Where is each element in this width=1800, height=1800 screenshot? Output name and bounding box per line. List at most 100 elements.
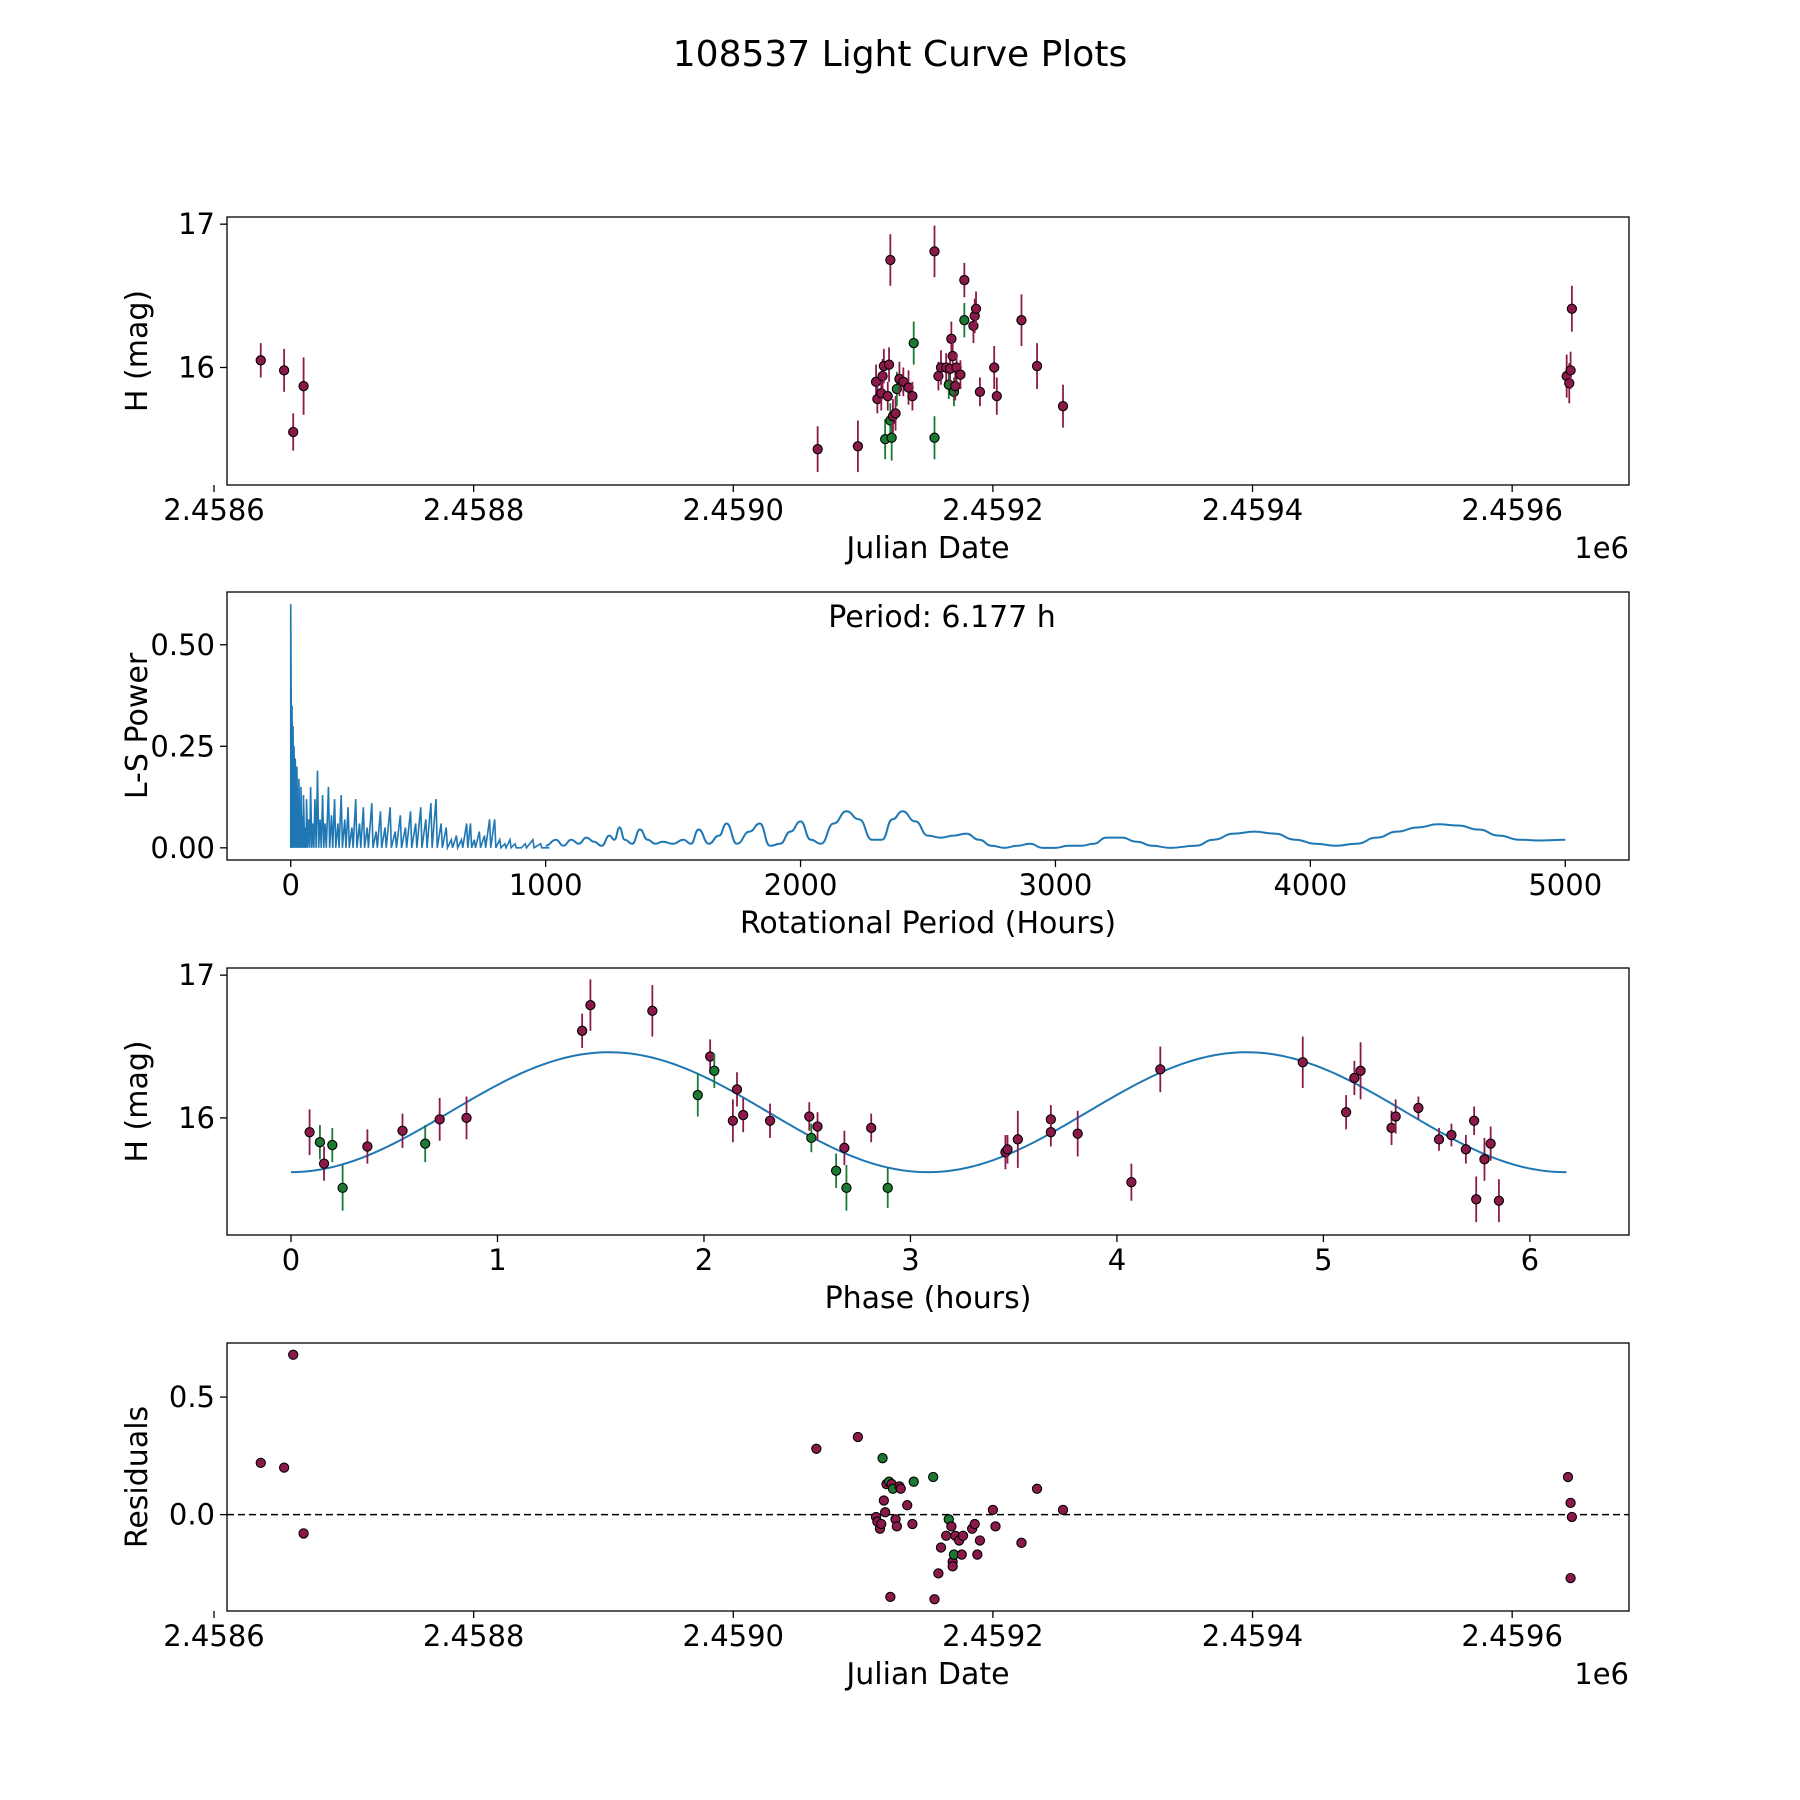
data-point xyxy=(890,408,901,419)
data-point xyxy=(1433,1134,1445,1145)
data-point xyxy=(298,1528,309,1539)
data-point xyxy=(929,1594,940,1605)
figure-title: 108537 Light Curve Plots xyxy=(673,34,1127,75)
x-tick-label: 1000 xyxy=(509,868,583,902)
data-point xyxy=(885,254,896,266)
data-point xyxy=(327,1139,338,1151)
data-point xyxy=(941,1530,952,1541)
data-point xyxy=(990,1521,1001,1532)
data-point xyxy=(907,390,918,402)
data-point xyxy=(1031,360,1043,372)
data-point xyxy=(974,386,986,397)
data-point xyxy=(877,1453,888,1464)
y-tick-label: 0.0 xyxy=(169,1498,215,1532)
data-point xyxy=(1297,1057,1308,1068)
y-axis-label: H (mag) xyxy=(120,1040,155,1162)
y-tick-label: 0.00 xyxy=(150,831,215,865)
data-point xyxy=(946,333,957,344)
x-tick-label: 6 xyxy=(1521,1243,1539,1277)
phase-panel: 0 1 2 3 4 5 6 16 17 Phase (hours) H (mag) xyxy=(120,958,1630,1316)
data-point xyxy=(1565,1497,1576,1509)
periodogram-panel: 0 1000 2000 3000 4000 5000 0.00 0.25 0.50 Rotatio… xyxy=(120,591,1630,941)
data-point xyxy=(1016,1537,1027,1548)
data-point xyxy=(1471,1194,1482,1205)
data-point xyxy=(731,1084,743,1095)
data-point xyxy=(1355,1065,1366,1076)
data-point xyxy=(1468,1115,1480,1126)
x-tick-label: 2.4586 xyxy=(163,493,264,527)
y-axis-label: Residuals xyxy=(120,1406,155,1548)
data-point xyxy=(811,1443,822,1454)
x-tick-label: 2.4590 xyxy=(683,493,784,527)
x-tick-label: 2.4588 xyxy=(423,493,524,527)
data-point xyxy=(1386,1122,1397,1134)
data-point xyxy=(255,1457,266,1469)
data-point xyxy=(830,1165,842,1176)
x-tick-label: 2.4592 xyxy=(942,1619,1043,1653)
data-point xyxy=(314,1137,326,1148)
data-point xyxy=(880,1507,891,1518)
axes-frame xyxy=(226,967,1630,1236)
data-point xyxy=(1479,1154,1490,1165)
data-point xyxy=(866,1122,877,1134)
data-point xyxy=(1031,1483,1043,1494)
data-point xyxy=(950,380,961,392)
data-point xyxy=(1566,1511,1578,1523)
x-tick-label: 2 xyxy=(695,1243,713,1277)
data-point xyxy=(886,432,897,443)
data-point xyxy=(929,432,940,443)
data-point xyxy=(987,1504,999,1516)
data-point xyxy=(727,1115,739,1126)
data-point xyxy=(806,1132,817,1144)
data-point xyxy=(804,1111,815,1122)
data-point xyxy=(1564,378,1575,389)
data-point xyxy=(1012,1134,1023,1145)
data-point xyxy=(891,1521,902,1532)
y-axis-label: L-S Power xyxy=(120,652,155,799)
data-point xyxy=(647,1005,658,1016)
data-point xyxy=(1002,1144,1013,1155)
x-tick-label: 5 xyxy=(1314,1243,1332,1277)
data-point xyxy=(908,337,919,349)
data-point xyxy=(705,1051,716,1062)
x-tick-label: 3000 xyxy=(1019,868,1093,902)
data-point xyxy=(885,1591,896,1603)
x-tick-label: 2.4592 xyxy=(942,493,1043,527)
x-tick-label: 2.4594 xyxy=(1202,1619,1303,1653)
data-point xyxy=(1045,1127,1057,1138)
x-axis-label: Julian Date xyxy=(844,1657,1009,1692)
data-point xyxy=(947,1561,958,1572)
data-point xyxy=(304,1127,315,1138)
data-point xyxy=(461,1112,472,1124)
data-point xyxy=(955,369,966,380)
data-point xyxy=(298,380,309,392)
data-point xyxy=(288,426,299,438)
data-point xyxy=(928,1471,939,1483)
x-tick-label: 0 xyxy=(282,1243,300,1277)
x-axis-offset-label: 1e6 xyxy=(1574,531,1629,565)
data-point xyxy=(989,362,1000,373)
data-point xyxy=(812,1121,823,1132)
x-tick-label: 2.4588 xyxy=(423,1619,524,1653)
data-point xyxy=(1460,1144,1472,1155)
data-point xyxy=(839,1142,850,1154)
data-point xyxy=(288,1349,299,1360)
x-tick-label: 2.4596 xyxy=(1461,493,1562,527)
data-point xyxy=(764,1115,776,1126)
y-tick-label: 17 xyxy=(178,207,215,241)
data-point xyxy=(1493,1195,1505,1206)
data-point xyxy=(420,1138,431,1149)
data-point xyxy=(956,1549,967,1560)
data-point xyxy=(1072,1128,1083,1139)
data-point xyxy=(907,1518,918,1530)
x-tick-label: 4 xyxy=(1108,1243,1126,1277)
y-tick-label: 16 xyxy=(178,350,215,384)
data-point xyxy=(929,246,940,257)
data-point xyxy=(1413,1102,1424,1114)
x-tick-label: 3 xyxy=(901,1243,919,1277)
data-point xyxy=(969,1518,980,1530)
data-point xyxy=(585,999,596,1011)
x-tick-label: 2.4596 xyxy=(1461,1619,1562,1653)
